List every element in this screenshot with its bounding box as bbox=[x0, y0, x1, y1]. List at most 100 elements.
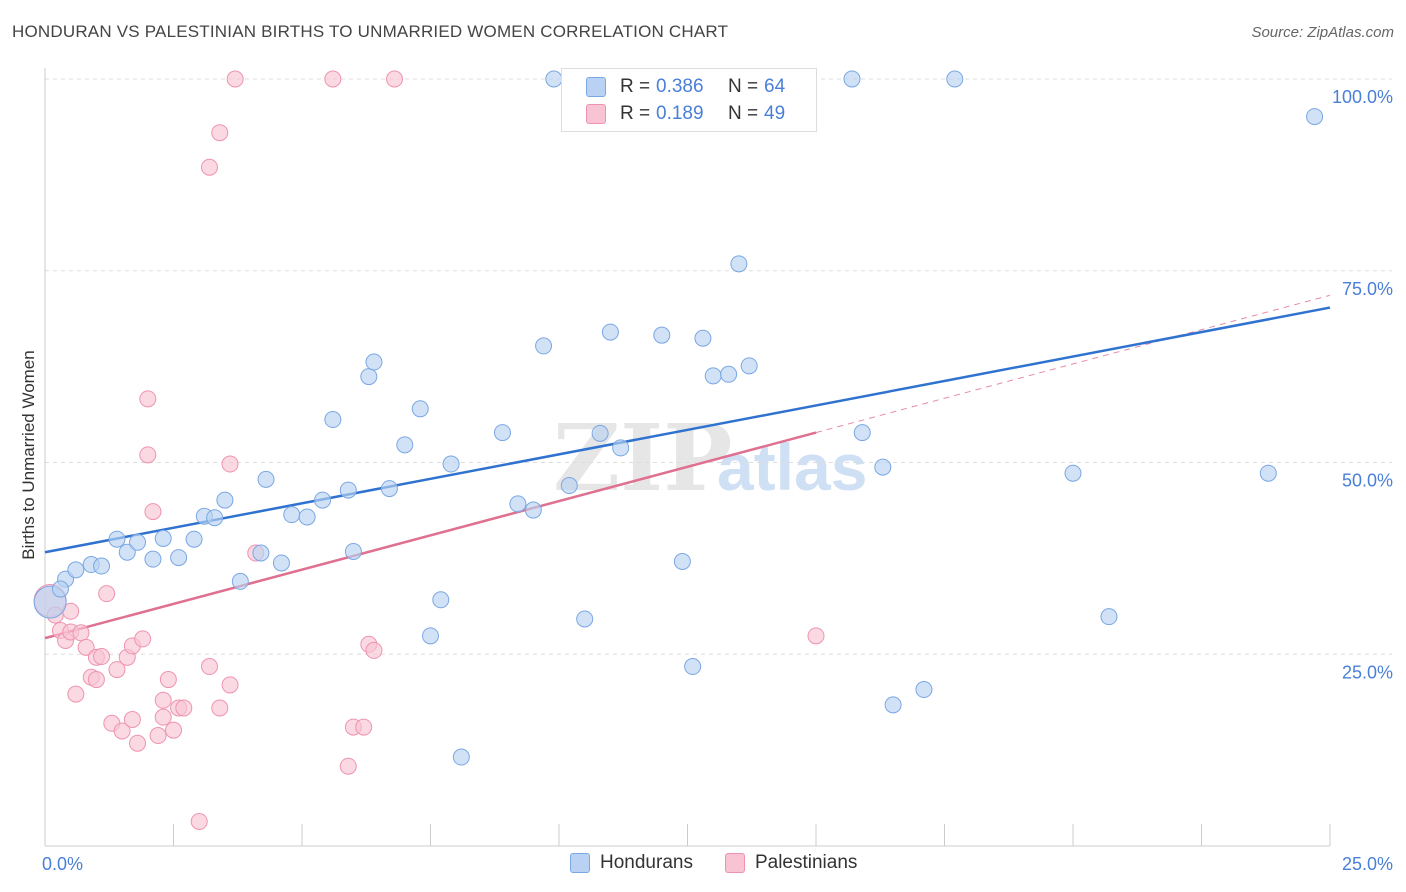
hondurans-point bbox=[1100, 608, 1118, 626]
palestinians-point bbox=[77, 638, 95, 656]
hondurans-point bbox=[108, 530, 126, 548]
hondurans-point bbox=[1064, 464, 1082, 482]
hondurans-point bbox=[339, 481, 357, 499]
hondurans-point bbox=[704, 367, 722, 385]
hondurans-point bbox=[51, 580, 69, 598]
hondurans-point bbox=[324, 411, 342, 429]
hondurans-point bbox=[170, 549, 188, 567]
hondurans-point bbox=[144, 550, 162, 568]
watermark: ZIP atlas bbox=[553, 404, 867, 512]
palestinians-point bbox=[386, 70, 404, 88]
hondurans-point bbox=[67, 561, 85, 579]
hondurans-point bbox=[283, 506, 301, 524]
hondurans-point bbox=[432, 591, 450, 609]
hondurans-point bbox=[509, 495, 527, 513]
legend-swatch-palestinians bbox=[724, 853, 745, 873]
hondurans-point bbox=[380, 480, 398, 498]
palestinians-point bbox=[129, 734, 147, 752]
palestinians-point bbox=[144, 503, 162, 521]
legend-n-value: 64 bbox=[764, 76, 786, 97]
palestinians-point bbox=[211, 699, 229, 717]
palestinians-point bbox=[211, 124, 229, 142]
legend-r-value: 0.386 bbox=[656, 76, 704, 97]
legend-n-label: N = bbox=[728, 103, 759, 124]
palestinians-point bbox=[159, 671, 177, 689]
palestinians-point bbox=[98, 585, 116, 603]
hondurans-point bbox=[252, 544, 270, 562]
chart-title: HONDURAN VS PALESTINIAN BIRTHS TO UNMARR… bbox=[12, 22, 729, 41]
palestinians-point bbox=[221, 455, 239, 473]
hondurans-point bbox=[1259, 464, 1277, 482]
palestinians-point bbox=[355, 718, 373, 736]
stats-legend: R = 0.386 N = 64 R = 0.189 N = 49 bbox=[561, 68, 817, 132]
palestinians-trendline-extension bbox=[815, 294, 1331, 434]
legend-label-hondurans: Hondurans bbox=[600, 852, 693, 873]
hondurans-point bbox=[591, 424, 609, 442]
palestinians-point bbox=[807, 627, 825, 645]
hondurans-trendline bbox=[44, 306, 1331, 554]
hondurans-point bbox=[129, 533, 147, 551]
hondurans-point bbox=[452, 748, 470, 766]
palestinians-point bbox=[134, 630, 152, 648]
palestinians-point bbox=[154, 691, 172, 709]
palestinians-point bbox=[226, 70, 244, 88]
hondurans-point bbox=[1306, 108, 1324, 126]
hondurans-point bbox=[493, 424, 511, 442]
palestinians-point bbox=[200, 658, 218, 676]
hondurans-point bbox=[535, 337, 553, 355]
hondurans-point bbox=[884, 696, 902, 714]
legend-n-value: 49 bbox=[764, 103, 786, 124]
hondurans-point bbox=[601, 323, 619, 341]
legend-item-palestinians[interactable]: Palestinians bbox=[724, 852, 858, 874]
hondurans-point bbox=[442, 455, 460, 473]
y-tick-label: 75.0% bbox=[1342, 279, 1393, 299]
legend-label-palestinians: Palestinians bbox=[754, 852, 858, 873]
hondurans-point bbox=[946, 70, 964, 88]
hondurans-point bbox=[653, 326, 671, 344]
hondurans-point bbox=[396, 436, 414, 454]
hondurans-point bbox=[154, 529, 172, 547]
hondurans-point bbox=[915, 681, 933, 699]
hondurans-point bbox=[365, 353, 383, 371]
hondurans-point bbox=[560, 477, 578, 495]
legend-swatch-palestinians bbox=[586, 104, 606, 124]
legend-r-value: 0.189 bbox=[656, 103, 704, 124]
hondurans-point bbox=[576, 610, 594, 628]
legend-r-label: R = bbox=[620, 76, 651, 97]
hondurans-point bbox=[411, 400, 429, 418]
palestinians-point bbox=[175, 699, 193, 717]
palestinians-point bbox=[165, 721, 182, 739]
palestinians-point bbox=[190, 812, 208, 830]
hondurans-point bbox=[730, 255, 748, 273]
source-label: Source: ZipAtlas.com bbox=[1251, 24, 1394, 41]
y-tick-label: 25.0% bbox=[1342, 662, 1393, 682]
palestinians-point bbox=[221, 676, 239, 694]
hondurans-point bbox=[344, 542, 362, 560]
hondurans-point bbox=[853, 424, 871, 442]
palestinians-point bbox=[93, 648, 111, 666]
palestinians-point bbox=[200, 158, 218, 176]
palestinians-point bbox=[87, 671, 105, 689]
legend-item-hondurans[interactable]: Hondurans bbox=[570, 852, 693, 874]
hondurans-point bbox=[298, 508, 316, 526]
y-axis-label: Births to Unmarried Women bbox=[19, 350, 38, 559]
palestinians-point bbox=[365, 641, 383, 659]
hondurans-point bbox=[684, 658, 702, 676]
x-tick-label: 0.0% bbox=[42, 854, 83, 874]
legend-swatch-hondurans bbox=[570, 853, 590, 873]
watermark-atlas: atlas bbox=[717, 430, 867, 504]
y-tick-label: 100.0% bbox=[1332, 87, 1393, 107]
hondurans-point bbox=[720, 365, 738, 383]
palestinians-point bbox=[113, 722, 131, 740]
hondurans-point bbox=[216, 491, 234, 509]
hondurans-point bbox=[93, 557, 111, 575]
hondurans-point bbox=[673, 552, 691, 570]
hondurans-point bbox=[612, 439, 630, 457]
hondurans-point bbox=[843, 70, 861, 88]
palestinians-point bbox=[108, 661, 126, 679]
hondurans-point bbox=[524, 501, 542, 519]
hondurans-point bbox=[694, 329, 712, 347]
palestinians-point bbox=[123, 710, 141, 728]
palestinians-point bbox=[139, 390, 157, 408]
